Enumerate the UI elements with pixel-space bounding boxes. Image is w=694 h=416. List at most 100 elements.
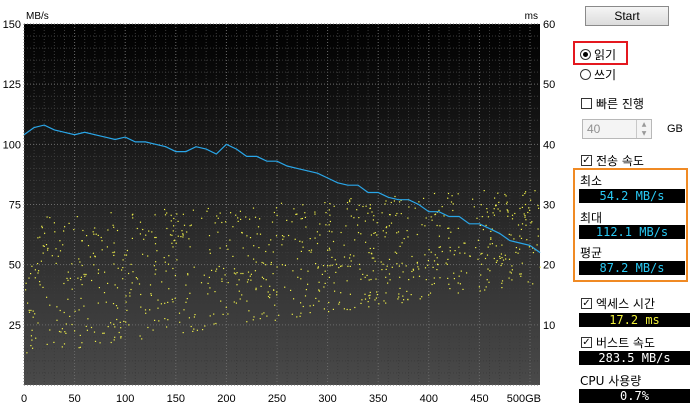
access-time-point [168, 288, 170, 290]
write-radio[interactable]: 쓰기 [580, 66, 616, 83]
access-time-point [284, 286, 286, 288]
access-time-point [369, 291, 371, 293]
access-time-point [125, 295, 127, 297]
access-time-point [532, 247, 534, 249]
access-time-point [296, 316, 298, 318]
access-time-point [270, 261, 272, 264]
access-time-point [69, 277, 71, 279]
access-time-point [117, 267, 119, 269]
access-time-point [349, 254, 351, 256]
test-size-spinner[interactable]: 40 ▲ ▼ [582, 119, 652, 139]
access-time-point [132, 217, 134, 219]
access-time-point [227, 248, 229, 250]
access-time-point [125, 321, 127, 323]
access-time-point [63, 343, 66, 345]
access-time-point [188, 238, 190, 240]
access-time-point [43, 245, 45, 247]
access-time-point [509, 271, 511, 273]
access-time-point [249, 218, 251, 220]
spin-down-icon[interactable]: ▼ [641, 130, 647, 137]
access-time-point [447, 258, 449, 260]
test-size-value[interactable]: 40 [587, 122, 601, 136]
access-time-point [187, 274, 189, 276]
access-time-point [522, 194, 524, 196]
burst-rate-checkbox[interactable]: ✓ 버스트 속도 [581, 334, 655, 351]
access-time-point [321, 273, 323, 275]
access-time-point [93, 331, 96, 333]
access-time-point [122, 267, 124, 269]
checkmark-icon[interactable]: ✓ [581, 337, 592, 348]
access-time-point [466, 272, 468, 274]
access-time-point [101, 249, 103, 251]
access-time-point [42, 245, 44, 247]
access-time-point [460, 270, 462, 272]
access-time-point [376, 234, 378, 236]
access-time-point [360, 278, 362, 280]
y-right-tick-label: 20 [543, 260, 555, 272]
access-time-point [281, 244, 283, 246]
access-time-point [324, 282, 326, 284]
checkmark-icon[interactable]: ✓ [581, 298, 592, 309]
access-time-point [166, 212, 168, 214]
access-time-point [506, 201, 508, 203]
access-time-point [136, 227, 138, 230]
access-time-point [293, 298, 295, 300]
access-time-point [314, 211, 316, 213]
access-time-point [487, 268, 489, 270]
transfer-rate-checkbox[interactable]: ✓ 전송 속도 [581, 152, 644, 169]
write-radio-icon[interactable] [580, 69, 591, 80]
spin-up-icon[interactable]: ▲ [641, 121, 647, 128]
access-time-point [375, 278, 377, 280]
spinner-buttons[interactable]: ▲ ▼ [636, 120, 651, 138]
access-time-point [316, 242, 319, 245]
access-time-point [216, 215, 218, 217]
access-time-point [296, 258, 299, 260]
access-time-point [274, 319, 276, 321]
access-time-point [288, 234, 290, 237]
unchecked-box-icon[interactable] [581, 98, 592, 109]
access-time-point [497, 208, 499, 210]
access-time-point [81, 284, 83, 286]
access-time-point [505, 195, 507, 197]
start-button[interactable]: Start [585, 6, 669, 26]
access-time-point [526, 239, 528, 241]
access-time-point [139, 221, 142, 223]
access-time-point [357, 224, 359, 226]
checkmark-icon[interactable]: ✓ [581, 155, 592, 166]
access-time-point [376, 291, 378, 293]
access-time-point [153, 265, 155, 267]
access-time-point [235, 214, 237, 216]
access-time-point [112, 224, 114, 226]
access-time-point [128, 272, 130, 275]
access-time-point [261, 261, 263, 264]
access-time-point [428, 294, 430, 296]
access-time-point [406, 290, 408, 292]
access-time-point [538, 207, 540, 209]
access-time-point [369, 204, 371, 206]
access-time-point [130, 263, 132, 265]
access-time-point [235, 302, 237, 304]
access-time-point [225, 306, 227, 308]
access-time-point [223, 267, 225, 270]
access-time-point [476, 217, 478, 219]
access-time-point [400, 213, 402, 215]
access-time-point [113, 226, 115, 228]
access-time-point [262, 262, 265, 264]
access-time-point [457, 227, 459, 229]
read-radio[interactable]: 읽기 [580, 46, 616, 63]
access-time-point [437, 264, 439, 266]
y-right-tick-label: 30 [543, 200, 555, 212]
read-radio-icon[interactable] [580, 49, 591, 60]
access-time-point [486, 208, 488, 210]
access-time-point [380, 261, 382, 263]
access-time-point [382, 263, 384, 265]
access-time-point [171, 242, 173, 244]
plot-grid [23, 23, 540, 386]
access-time-point [329, 220, 331, 223]
access-time-point [59, 240, 61, 242]
access-time-point [521, 223, 524, 225]
access-time-point [350, 215, 352, 217]
access-time-checkbox[interactable]: ✓ 엑세스 시간 [581, 295, 655, 312]
fast-progress-checkbox[interactable]: 빠른 진행 [581, 95, 644, 112]
access-time-point [373, 215, 375, 217]
